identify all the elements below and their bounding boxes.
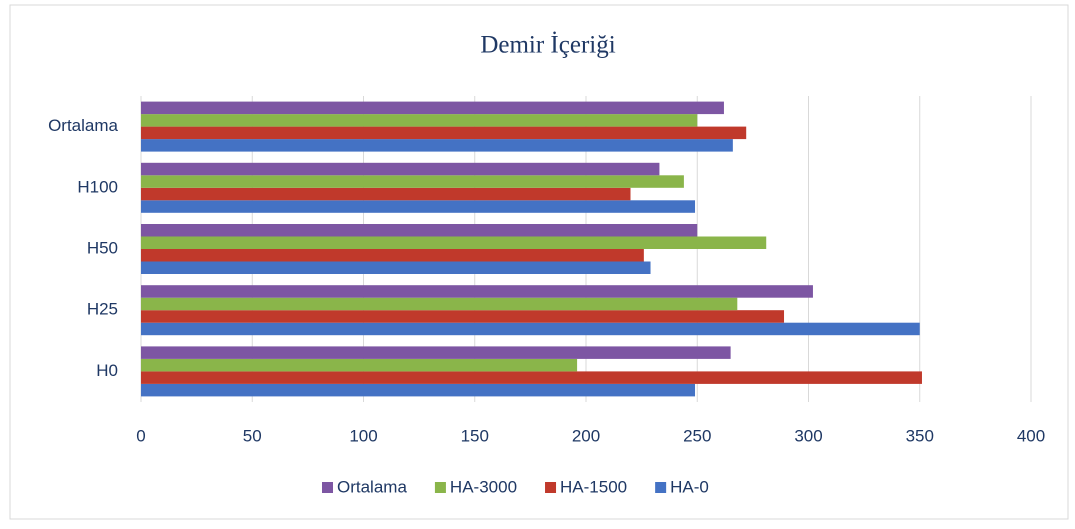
y-tick-label: H50	[87, 238, 118, 257]
legend-label: Ortalama	[337, 477, 407, 496]
x-tick-label: 400	[1017, 426, 1045, 445]
bar	[141, 371, 922, 384]
bar	[141, 114, 698, 127]
x-tick-label: 300	[794, 426, 822, 445]
bar	[141, 322, 920, 336]
bar	[141, 101, 724, 115]
bar	[141, 236, 767, 249]
x-tick-label: 0	[136, 426, 145, 445]
y-tick-label: H100	[77, 177, 118, 196]
legend-swatch	[545, 482, 557, 493]
x-tick-label: 150	[461, 426, 489, 445]
legend-label: HA-0	[670, 477, 709, 496]
x-tick-label: 200	[572, 426, 600, 445]
bar	[141, 249, 644, 262]
legend-swatch	[322, 482, 333, 493]
bar	[141, 285, 813, 298]
bar	[141, 139, 733, 152]
legend-label: HA-3000	[450, 477, 517, 496]
bar	[141, 346, 731, 359]
bar	[141, 162, 660, 176]
bar	[141, 175, 684, 188]
bar	[141, 358, 578, 372]
legend-swatch	[434, 482, 446, 493]
legend-label: HA-1500	[560, 477, 627, 496]
bar	[141, 187, 631, 201]
bar	[141, 261, 651, 274]
y-tick-label: H0	[96, 361, 118, 380]
x-tick-label: 50	[243, 426, 262, 445]
x-tick-label: 100	[349, 426, 377, 445]
x-tick-label: 350	[906, 426, 934, 445]
legend-swatch	[655, 482, 667, 493]
y-tick-label: Ortalama	[48, 116, 118, 135]
bar	[141, 310, 785, 323]
bar	[141, 200, 696, 213]
bar	[141, 297, 738, 311]
chart-title: Demir İçeriği	[480, 32, 615, 59]
bar	[141, 126, 747, 140]
bar	[141, 224, 698, 237]
y-tick-label: H25	[87, 300, 118, 319]
x-tick-label: 250	[683, 426, 711, 445]
bar	[141, 383, 696, 397]
